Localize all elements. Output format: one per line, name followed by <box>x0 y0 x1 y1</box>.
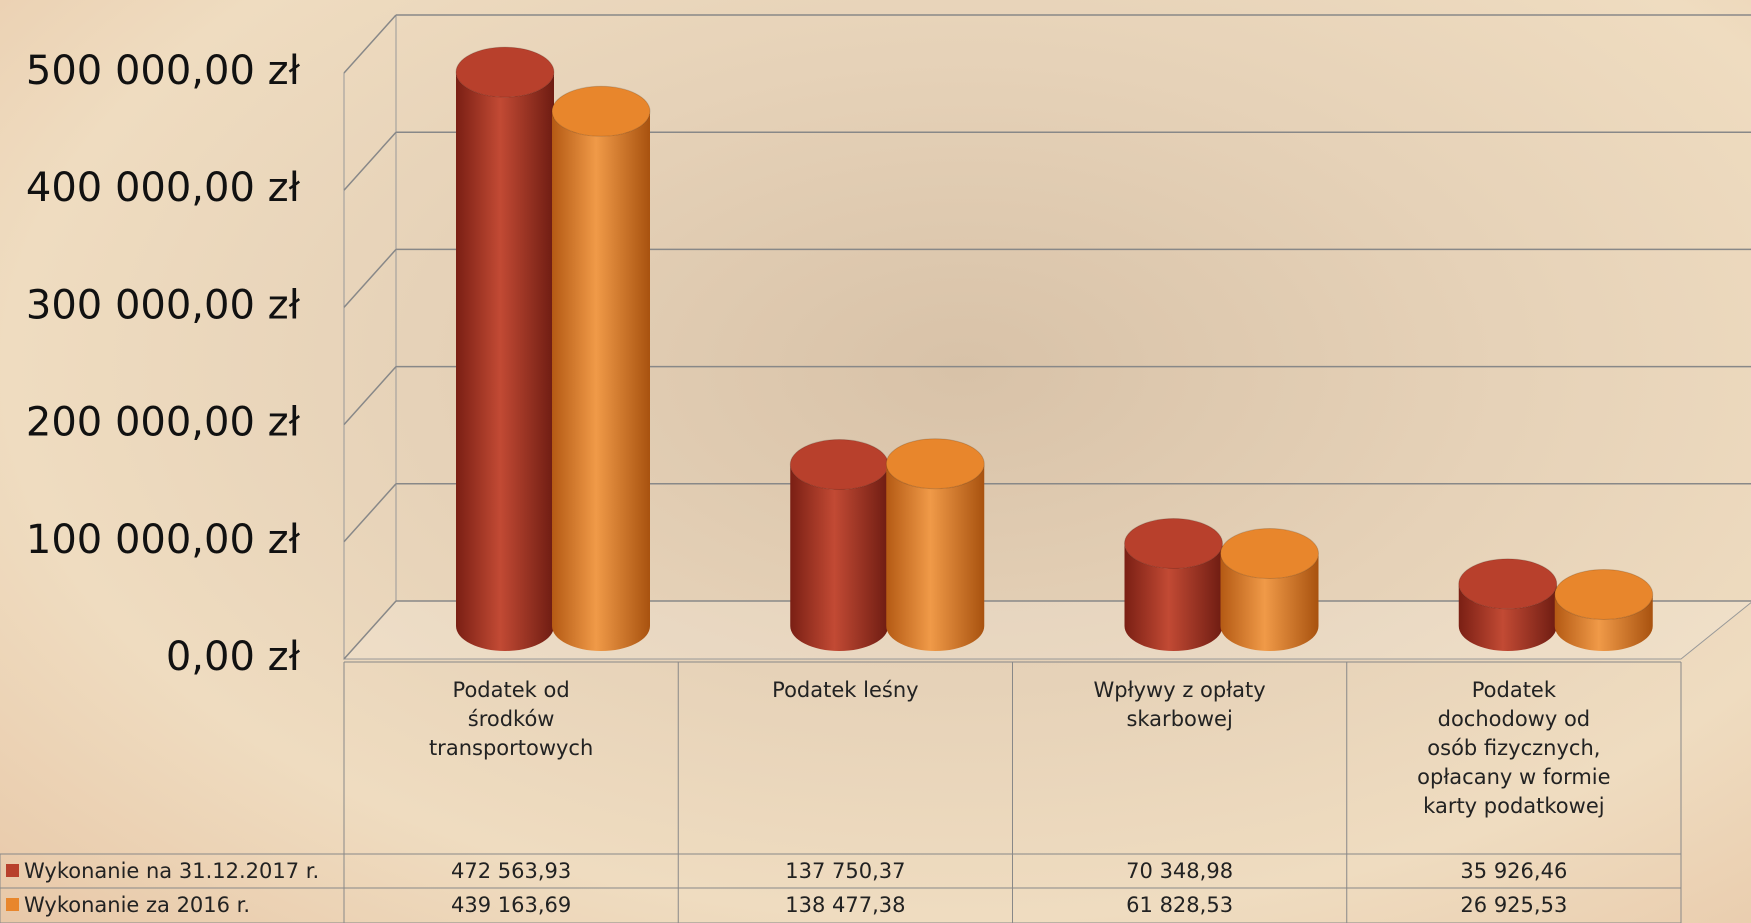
data-label: 26 925,53 <box>1460 893 1568 917</box>
x-tick-label: Wpływy z opłaty skarbowej <box>1093 678 1266 731</box>
bar <box>1458 583 1557 651</box>
data-label: 138 477,38 <box>785 893 906 917</box>
x-tick-label: Podatek leśny <box>772 678 919 702</box>
bar <box>552 111 650 651</box>
data-label: 70 348,98 <box>1126 859 1234 883</box>
x-tick-label: Podatek dochodowy od osób fizycznych, op… <box>1417 678 1611 818</box>
data-label: 439 163,69 <box>451 893 572 917</box>
y-tick-label: 400 000,00 zł <box>26 165 301 211</box>
legend-label: Wykonanie na 31.12.2017 r. <box>24 859 320 883</box>
bar <box>886 463 985 651</box>
grid-side <box>343 14 397 74</box>
data-label: 35 926,46 <box>1460 859 1568 883</box>
y-tick-label: 300 000,00 zł <box>26 282 301 328</box>
grid-side <box>343 131 397 191</box>
bar <box>1220 553 1319 651</box>
legend-key <box>6 864 19 877</box>
bar-top <box>1124 518 1223 570</box>
bar-top <box>1220 528 1319 580</box>
bar-top <box>551 85 651 137</box>
bar <box>1124 543 1223 651</box>
grid-side <box>343 600 397 660</box>
bar-top <box>455 46 555 98</box>
bar-top <box>789 439 889 491</box>
y-tick-label: 200 000,00 zł <box>26 400 301 446</box>
bar-top <box>1458 558 1558 610</box>
grid-side <box>343 483 397 543</box>
bar <box>1554 594 1653 651</box>
bar-top <box>885 438 985 490</box>
legend-key <box>6 898 19 911</box>
data-label: 137 750,37 <box>785 859 906 883</box>
bar <box>456 72 554 651</box>
data-label: 61 828,53 <box>1126 893 1234 917</box>
x-tick-label: Podatek od środków transportowych <box>428 678 594 760</box>
y-tick-label: 500 000,00 zł <box>26 48 301 94</box>
y-tick-label: 0,00 zł <box>166 634 301 680</box>
data-label: 472 563,93 <box>451 859 572 883</box>
y-tick-label: 100 000,00 zł <box>26 517 301 563</box>
bar <box>790 464 889 651</box>
bar-top <box>1554 568 1654 620</box>
legend-label: Wykonanie za 2016 r. <box>24 893 251 917</box>
grid-side <box>343 366 397 426</box>
grid-side <box>343 248 397 308</box>
